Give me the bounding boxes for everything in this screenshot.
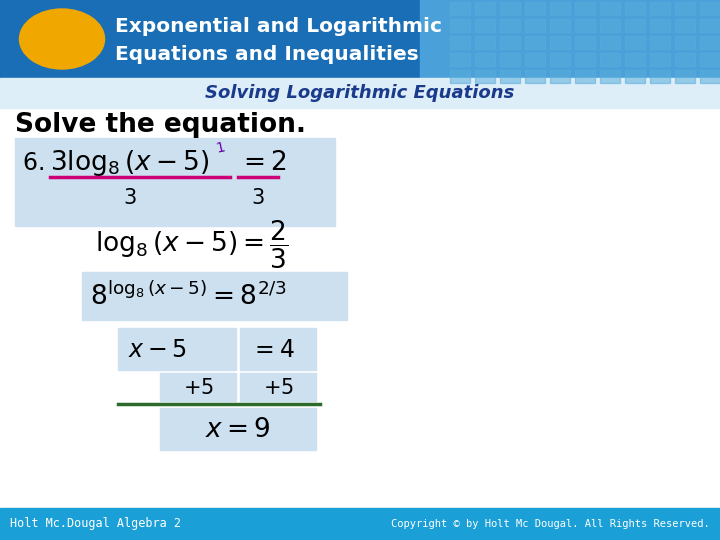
Bar <box>240 328 316 370</box>
Bar <box>650 19 670 32</box>
Bar <box>650 70 670 83</box>
Bar <box>575 19 595 32</box>
Bar <box>0 0 420 78</box>
Bar <box>525 36 545 49</box>
Bar <box>475 70 495 83</box>
Bar <box>575 2 595 15</box>
Bar <box>550 2 570 15</box>
Bar <box>0 78 720 108</box>
Bar <box>118 328 236 370</box>
Bar <box>525 2 545 15</box>
Bar <box>600 70 620 83</box>
Text: Equations and Inequalities: Equations and Inequalities <box>115 45 419 64</box>
Bar <box>475 36 495 49</box>
Text: $8^{\log_{8}(x-5)} = 8^{2/3}$: $8^{\log_{8}(x-5)} = 8^{2/3}$ <box>90 283 287 311</box>
Text: Holt Mc.Dougal Algebra 2: Holt Mc.Dougal Algebra 2 <box>10 517 181 530</box>
Bar <box>0 508 720 540</box>
Text: Solve the equation.: Solve the equation. <box>15 112 306 138</box>
Text: $+5$: $+5$ <box>263 378 294 398</box>
Bar <box>240 373 316 401</box>
Bar <box>420 0 720 78</box>
Bar <box>675 2 695 15</box>
Bar <box>575 36 595 49</box>
Bar <box>82 272 347 320</box>
Bar <box>650 53 670 66</box>
Text: $6.$: $6.$ <box>22 151 44 175</box>
Bar <box>550 70 570 83</box>
Bar <box>700 53 720 66</box>
Bar <box>160 373 236 401</box>
Bar <box>625 70 645 83</box>
Bar <box>450 36 470 49</box>
Bar <box>700 36 720 49</box>
Bar <box>700 19 720 32</box>
Bar <box>450 53 470 66</box>
Bar <box>675 70 695 83</box>
Bar <box>450 2 470 15</box>
Text: Copyright © by Holt Mc Dougal. All Rights Reserved.: Copyright © by Holt Mc Dougal. All Right… <box>391 519 710 529</box>
Bar <box>650 36 670 49</box>
Bar <box>600 19 620 32</box>
Bar <box>550 19 570 32</box>
Bar <box>550 53 570 66</box>
Bar <box>675 53 695 66</box>
Text: $3$: $3$ <box>251 188 265 208</box>
Bar <box>550 36 570 49</box>
Text: $\mathit{1}$: $\mathit{1}$ <box>214 140 226 156</box>
Bar <box>15 138 335 226</box>
Text: Solving Logarithmic Equations: Solving Logarithmic Equations <box>205 84 515 102</box>
Bar <box>525 70 545 83</box>
Bar <box>625 19 645 32</box>
Bar <box>475 53 495 66</box>
Bar <box>500 70 520 83</box>
Bar <box>475 2 495 15</box>
Text: $= 2$: $= 2$ <box>238 150 287 176</box>
Ellipse shape <box>19 9 104 69</box>
Bar <box>450 70 470 83</box>
Bar <box>625 53 645 66</box>
Bar <box>450 19 470 32</box>
Text: $\log_{8}\left(x-5\right) = \dfrac{2}{3}$: $\log_{8}\left(x-5\right) = \dfrac{2}{3}… <box>95 219 289 271</box>
Text: $3\log_{8}\left(x-5\right)$: $3\log_{8}\left(x-5\right)$ <box>50 148 209 178</box>
Text: $3$: $3$ <box>123 188 137 208</box>
Bar <box>500 2 520 15</box>
Bar <box>650 2 670 15</box>
Bar <box>600 36 620 49</box>
Text: $+5$: $+5$ <box>183 378 213 398</box>
Bar <box>600 2 620 15</box>
Bar <box>475 19 495 32</box>
Text: Exponential and Logarithmic: Exponential and Logarithmic <box>115 17 442 37</box>
Bar <box>675 36 695 49</box>
Text: $x = 9$: $x = 9$ <box>205 417 271 443</box>
Bar <box>500 36 520 49</box>
Bar <box>700 2 720 15</box>
Bar <box>575 53 595 66</box>
Bar <box>525 53 545 66</box>
Bar <box>0 0 720 78</box>
Bar <box>500 53 520 66</box>
Bar <box>625 2 645 15</box>
Bar <box>600 53 620 66</box>
Bar <box>500 19 520 32</box>
Bar <box>525 19 545 32</box>
Bar <box>160 408 316 450</box>
Bar <box>700 70 720 83</box>
Text: $= 4$: $= 4$ <box>250 338 294 362</box>
Bar <box>575 70 595 83</box>
Bar <box>625 36 645 49</box>
Text: $x - 5$: $x - 5$ <box>128 338 186 362</box>
Bar <box>675 19 695 32</box>
